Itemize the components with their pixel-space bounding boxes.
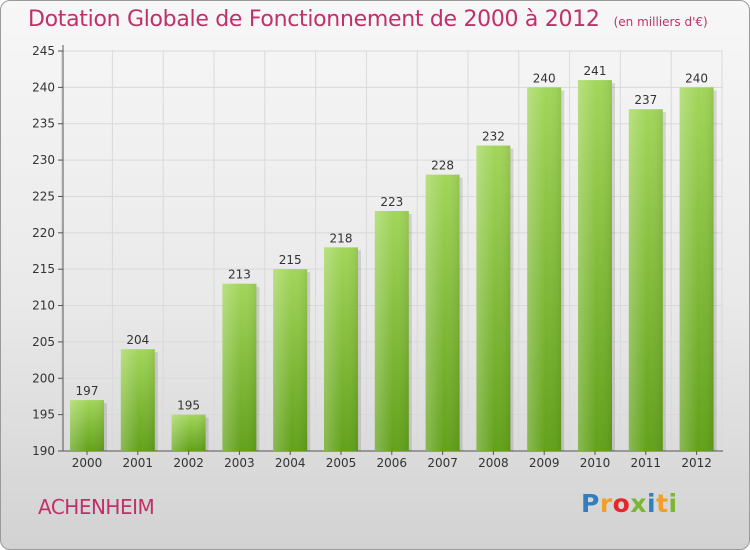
y-tick-label: 225 bbox=[32, 189, 55, 203]
logo-letter: r bbox=[599, 489, 613, 518]
bar-highlight bbox=[425, 174, 460, 452]
bar-highlight bbox=[476, 145, 511, 451]
data-label: 218 bbox=[330, 231, 353, 245]
y-tick-label: 205 bbox=[32, 335, 55, 349]
bar-highlight bbox=[70, 400, 104, 451]
data-label: 240 bbox=[685, 71, 708, 85]
x-tick-label: 2010 bbox=[580, 456, 611, 470]
bar-highlight bbox=[679, 87, 714, 451]
x-tick-label: 2000 bbox=[72, 456, 103, 470]
y-tick-label: 220 bbox=[32, 226, 55, 240]
data-label: 195 bbox=[177, 399, 200, 413]
x-tick-label: 2011 bbox=[631, 456, 662, 470]
y-tick-label: 240 bbox=[32, 80, 55, 94]
data-label: 228 bbox=[431, 159, 454, 173]
x-tick-label: 2008 bbox=[478, 456, 509, 470]
data-label: 237 bbox=[634, 93, 657, 107]
x-tick-label: 2009 bbox=[529, 456, 560, 470]
logo-letter: i bbox=[668, 489, 678, 518]
y-tick-label: 235 bbox=[32, 117, 55, 131]
proxiti-logo[interactable]: Proxiti bbox=[581, 489, 678, 518]
chart-unit-note: (en milliers d'€) bbox=[613, 15, 708, 29]
y-tick-label: 245 bbox=[32, 44, 55, 58]
data-label: 240 bbox=[533, 71, 556, 85]
chart-title-text: Dotation Globale de Fonctionnement de 20… bbox=[28, 7, 600, 32]
x-tick-label: 2005 bbox=[326, 456, 357, 470]
bar-highlight bbox=[324, 247, 358, 451]
x-tick-label: 2002 bbox=[173, 456, 204, 470]
x-tick-label: 2012 bbox=[681, 456, 712, 470]
data-label: 232 bbox=[482, 130, 505, 144]
bar-highlight bbox=[171, 414, 206, 451]
x-tick-label: 2001 bbox=[123, 456, 154, 470]
data-label: 213 bbox=[228, 268, 251, 282]
x-tick-label: 2004 bbox=[275, 456, 306, 470]
data-label-layer: 197 204 195 213 215 218 223 228 232 240 241 237 240 bbox=[76, 64, 709, 413]
y-tick-label: 200 bbox=[32, 371, 55, 385]
y-tick-label: 210 bbox=[32, 299, 55, 313]
data-label: 204 bbox=[126, 333, 149, 347]
bar-highlight bbox=[273, 269, 308, 451]
data-label: 197 bbox=[76, 384, 99, 398]
logo-letter: i bbox=[647, 489, 657, 518]
data-label: 223 bbox=[380, 195, 403, 209]
bar-highlight bbox=[222, 283, 257, 451]
logo-letter: o bbox=[612, 489, 631, 518]
bar-highlight bbox=[527, 87, 562, 451]
y-tick-label: 195 bbox=[32, 408, 55, 422]
x-tick-label: 2007 bbox=[427, 456, 458, 470]
bar-layer bbox=[70, 80, 717, 452]
logo-letter: t bbox=[656, 489, 669, 518]
y-tick-label: 215 bbox=[32, 262, 55, 276]
x-tick-label: 2003 bbox=[224, 456, 255, 470]
bar-highlight bbox=[628, 109, 663, 451]
logo-letter: P bbox=[581, 489, 600, 518]
axis-layer: 190 195 200 205 210 215 220 225 230 235 240 245 2000… bbox=[32, 44, 723, 470]
data-label: 241 bbox=[584, 64, 607, 78]
y-tick-label: 190 bbox=[32, 444, 55, 458]
bar-highlight bbox=[374, 211, 409, 451]
chart-title: Dotation Globale de Fonctionnement de 20… bbox=[28, 7, 708, 32]
commune-name: ACHENHEIM bbox=[38, 495, 155, 519]
bar-highlight bbox=[578, 80, 612, 451]
logo-letter: x bbox=[630, 489, 647, 518]
y-tick-label: 230 bbox=[32, 153, 55, 167]
data-label: 215 bbox=[279, 253, 302, 267]
bar-highlight bbox=[120, 349, 155, 451]
x-tick-label: 2006 bbox=[377, 456, 408, 470]
